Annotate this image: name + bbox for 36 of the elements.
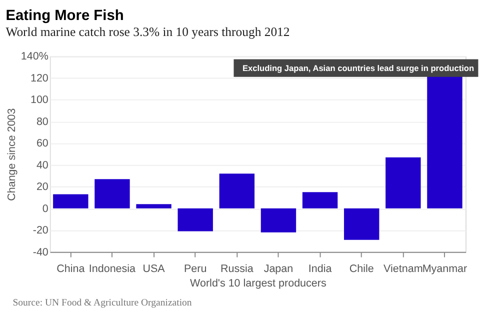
bar [136,204,172,208]
y-tick-label: -20 [32,224,48,237]
bar [219,174,255,208]
y-tick-label: 80 [36,116,48,128]
x-tick-label: Russia [220,262,254,275]
bar [260,208,296,232]
bar [94,179,130,208]
bar [53,194,88,208]
bar [302,192,338,208]
bar [427,76,462,208]
y-axis-title: Change since 2003 [6,108,18,201]
y-tick-label: -40 [32,246,48,258]
x-tick-label: Vietnam [384,262,423,275]
x-tick-label: Chile [349,262,374,275]
x-tick-label: Japan [264,262,294,275]
y-tick-label: 60 [36,138,48,150]
bar [386,157,421,208]
y-tick-label: 100 [30,94,48,106]
y-tick-label: 20 [36,181,48,194]
x-tick-label: Indonesia [88,262,136,275]
x-tick-label: China [56,262,85,275]
x-tick-label: USA [142,262,166,275]
chart-title: Eating More Fish [6,8,124,24]
source-note: Source: UN Food & Agriculture Organization [12,298,192,309]
y-tick-label: 0 [42,202,48,215]
x-axis-title: World's 10 largest producers [190,278,326,290]
chart-subtitle: World marine catch rose 3.3% in 10 years through 2012 [6,24,290,39]
y-tick-label: 140% [20,50,49,63]
y-tick-label: 40 [36,159,48,172]
annotation: Excluding Japan, Asian countries lead surge in production [242,62,474,73]
x-tick-label: Peru [184,262,207,275]
bar [344,208,380,240]
x-tick-label: Myanmar [422,262,468,275]
y-tick-label: 120 [30,72,48,84]
x-tick-label: India [308,262,332,275]
bar [178,208,213,232]
